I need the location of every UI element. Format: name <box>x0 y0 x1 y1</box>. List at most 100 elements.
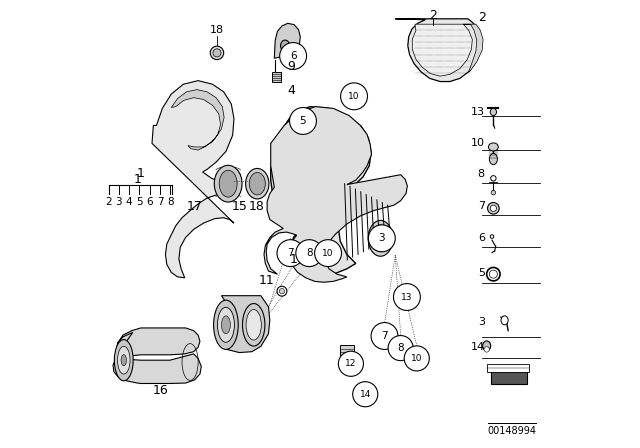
Ellipse shape <box>279 289 285 294</box>
Circle shape <box>277 240 304 267</box>
Circle shape <box>340 83 367 110</box>
Ellipse shape <box>491 176 496 181</box>
Circle shape <box>388 336 413 361</box>
Ellipse shape <box>491 190 495 195</box>
Polygon shape <box>172 90 224 150</box>
Circle shape <box>369 225 396 252</box>
Ellipse shape <box>221 316 230 334</box>
Ellipse shape <box>368 220 393 256</box>
Ellipse shape <box>488 143 499 151</box>
Text: 1: 1 <box>136 167 144 180</box>
Text: 3: 3 <box>378 233 385 243</box>
Text: 2: 2 <box>105 198 112 207</box>
Text: 3: 3 <box>478 317 485 327</box>
Polygon shape <box>463 24 483 72</box>
Polygon shape <box>396 19 481 82</box>
Ellipse shape <box>219 170 237 197</box>
Text: 6: 6 <box>478 233 485 243</box>
Ellipse shape <box>118 346 130 374</box>
Text: 2: 2 <box>478 11 486 25</box>
Text: 7: 7 <box>381 331 388 341</box>
Text: 8: 8 <box>306 248 312 258</box>
Ellipse shape <box>280 40 289 52</box>
Text: 5: 5 <box>478 268 485 278</box>
Text: 17: 17 <box>187 199 202 213</box>
Ellipse shape <box>490 235 494 238</box>
Polygon shape <box>271 107 371 276</box>
Text: 10: 10 <box>471 138 485 148</box>
Text: 7: 7 <box>157 198 163 207</box>
Circle shape <box>280 43 307 69</box>
Bar <box>491 372 527 384</box>
Text: 2: 2 <box>429 9 437 22</box>
Text: 5: 5 <box>300 116 307 126</box>
Text: 6: 6 <box>147 198 153 207</box>
Ellipse shape <box>211 46 224 60</box>
Text: 8: 8 <box>397 343 404 353</box>
Text: 3: 3 <box>116 198 122 207</box>
Ellipse shape <box>246 168 269 199</box>
Circle shape <box>339 351 364 376</box>
Ellipse shape <box>484 347 490 352</box>
Polygon shape <box>275 23 300 58</box>
Text: 7: 7 <box>287 248 294 258</box>
Text: 4: 4 <box>126 198 132 207</box>
Text: 8: 8 <box>477 169 485 179</box>
Text: 00148994: 00148994 <box>487 426 536 436</box>
Text: 6: 6 <box>290 51 296 61</box>
Text: 8: 8 <box>167 198 173 207</box>
Polygon shape <box>264 107 407 282</box>
Text: 1: 1 <box>289 253 297 267</box>
Ellipse shape <box>115 340 133 381</box>
Ellipse shape <box>486 267 500 281</box>
Bar <box>340 345 354 355</box>
Text: 13: 13 <box>471 107 485 117</box>
Ellipse shape <box>490 153 497 165</box>
Text: 13: 13 <box>401 293 413 302</box>
Text: 10: 10 <box>323 249 334 258</box>
Ellipse shape <box>372 225 390 252</box>
Ellipse shape <box>214 300 238 349</box>
Bar <box>271 72 280 82</box>
Text: 7: 7 <box>477 201 485 211</box>
Ellipse shape <box>249 172 266 195</box>
Text: 16: 16 <box>153 384 169 397</box>
Text: 15: 15 <box>232 199 247 213</box>
Ellipse shape <box>214 165 242 202</box>
Polygon shape <box>152 81 237 278</box>
Circle shape <box>394 284 420 310</box>
Ellipse shape <box>218 307 234 342</box>
Text: 5: 5 <box>136 198 143 207</box>
Text: 10: 10 <box>348 92 360 101</box>
Text: 11: 11 <box>259 274 274 288</box>
Circle shape <box>289 108 316 134</box>
Polygon shape <box>113 328 202 383</box>
Ellipse shape <box>501 316 508 325</box>
Circle shape <box>404 346 429 371</box>
Text: 1: 1 <box>134 172 141 186</box>
Circle shape <box>296 240 323 267</box>
Circle shape <box>371 323 398 349</box>
Ellipse shape <box>490 270 497 278</box>
Bar <box>486 364 529 372</box>
Text: 9: 9 <box>287 60 295 73</box>
Ellipse shape <box>488 202 499 214</box>
Ellipse shape <box>213 49 221 57</box>
Text: 14: 14 <box>471 342 485 352</box>
Text: 18: 18 <box>210 25 224 34</box>
Text: 12: 12 <box>345 359 356 368</box>
Ellipse shape <box>246 310 261 340</box>
Text: 10: 10 <box>411 354 422 363</box>
Polygon shape <box>218 296 270 353</box>
Polygon shape <box>412 24 472 76</box>
Ellipse shape <box>277 286 287 296</box>
Text: 18: 18 <box>248 199 264 213</box>
Ellipse shape <box>483 341 491 351</box>
Ellipse shape <box>490 205 497 211</box>
Ellipse shape <box>243 304 265 346</box>
Circle shape <box>353 382 378 407</box>
Ellipse shape <box>490 108 497 116</box>
Text: 14: 14 <box>360 390 371 399</box>
Circle shape <box>315 240 342 267</box>
Ellipse shape <box>121 355 127 366</box>
